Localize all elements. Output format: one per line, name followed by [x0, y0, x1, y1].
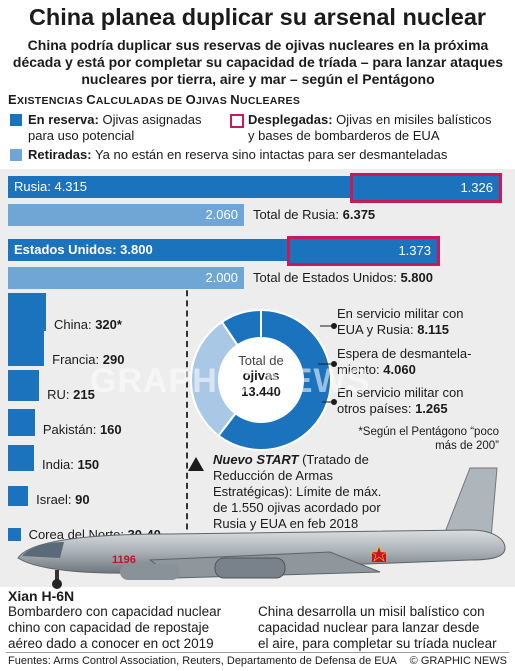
legend-deployed: Desplegadas: Ojivas en misiles balístico… [248, 112, 492, 143]
credit: © GRAPHIC NEWS [409, 655, 507, 667]
bar-russia-retired: 2.060 [8, 204, 244, 226]
donut-center-value: 13.440 [241, 384, 281, 399]
xian-h6n-plane-image: 1196 [17, 467, 506, 589]
bar-usa-reserve-label: Estados Unidos: 3.800 [14, 242, 153, 257]
donut-label-dismantle: Espera de desmantela- miento: 4.060 [337, 346, 472, 377]
donut-center-label-1: Total de [238, 353, 284, 368]
russia-total: Total de Rusia: 6.375 [253, 207, 376, 222]
subtitle: China podría duplicar sus reservas de oj… [12, 37, 504, 87]
bar-russia-reserve: Rusia: 4.315 [8, 176, 350, 198]
donut-leader-lines [318, 323, 337, 405]
bar-usa-deployed: 1.373 [287, 236, 440, 266]
bar-russia-deployed-label: 1.326 [460, 180, 493, 195]
bar-russia-retired-label: 2.060 [205, 207, 238, 222]
donut-chart: Total de ojivas 13.440 [190, 308, 332, 451]
legend-reserve: En reserva: Ojivas asignadas para uso po… [28, 112, 202, 143]
bar-russia-deployed: 1.326 [350, 173, 502, 203]
donut-slice [220, 308, 262, 347]
bar-usa-deployed-label: 1.373 [398, 243, 431, 258]
section-heading: EXISTENCIAS CALCULADAS DE OJIVAS NUCLEAR… [8, 92, 301, 107]
bar-russia-reserve-label: Rusia: 4.315 [14, 179, 87, 194]
start-limit-line [186, 270, 188, 570]
donut-label-usa-russia: En servicio militar con EUA y Rusia: 8.1… [337, 306, 464, 337]
sources: Fuentes: Arms Control Association, Reute… [8, 655, 397, 667]
legend-retired-swatch [10, 149, 22, 161]
footnote: *Según el Pentágono “poco más de 200” [358, 426, 499, 452]
donut-center-label-2: ojivas [243, 368, 280, 383]
bar-usa-retired-label: 2.000 [205, 270, 238, 285]
start-arrow [188, 457, 204, 471]
donut-hole [220, 339, 302, 421]
legend-deployed-swatch [230, 114, 244, 128]
legend: En reserva: Ojivas asignadas para uso po… [8, 112, 508, 164]
bar-usa-reserve: Estados Unidos: 3.800 [8, 239, 287, 261]
footer-divider [6, 652, 509, 653]
start-note: Nuevo START (Tratado de Reducción de Arm… [213, 452, 382, 531]
plane-title: Xian H-6N [8, 588, 75, 604]
legend-reserve-swatch [10, 114, 22, 126]
usa-total: Total de Estados Unidos: 5.800 [253, 270, 433, 285]
donut-slice [190, 320, 239, 438]
legend-retired: Retiradas: Ya no están en reserva sino i… [28, 147, 448, 162]
watermark: GRAPHIC NEWS [90, 362, 371, 400]
missile-description: China desarrolla un misil balístico con … [258, 604, 497, 651]
donut-slice [217, 308, 332, 451]
donut-label-others: En servicio militar con otros países: 1.… [337, 385, 464, 416]
bar-usa-retired: 2.000 [8, 267, 244, 289]
plane-tail-number: 1196 [112, 554, 136, 566]
page-title: China planea duplicar su arsenal nuclear [28, 4, 487, 30]
plane-description: Bombardero con capacidad nuclear chino c… [8, 604, 222, 651]
